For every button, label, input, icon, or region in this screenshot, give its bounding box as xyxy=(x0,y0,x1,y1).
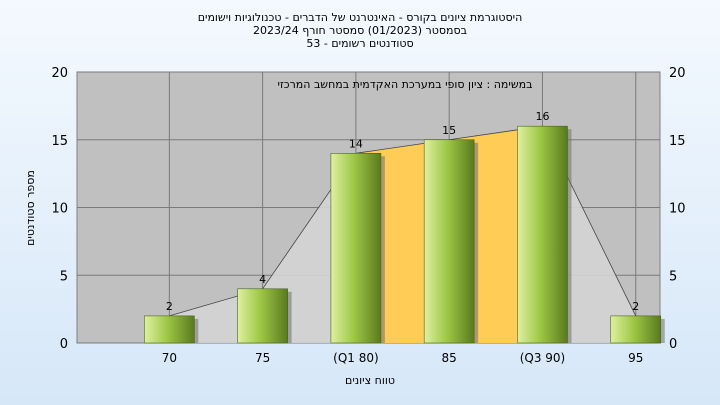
y-tick-label-left: 5 xyxy=(60,269,68,284)
y-tick-label-left: 0 xyxy=(60,337,68,352)
y-tick-label-left: 20 xyxy=(51,66,68,81)
y-tick-label-left: 10 xyxy=(51,202,68,217)
y-tick-label-right: 20 xyxy=(669,66,686,81)
y-tick-label-right: 15 xyxy=(669,134,686,149)
bar-value-label: 14 xyxy=(349,137,363,150)
bar-value-label: 16 xyxy=(535,110,549,123)
registered-students: סטודנטים רשומים - 53 xyxy=(306,37,414,50)
y-tick-label-left: 15 xyxy=(51,134,68,149)
bar xyxy=(144,315,195,344)
x-tick-label: 70 xyxy=(162,351,177,365)
y-tick-label-right: 0 xyxy=(669,337,677,352)
chart-subtitle: בסמסטר (01/2023) סמסטר חורף 2023/24 xyxy=(253,24,467,37)
x-tick-label: 85 xyxy=(442,351,457,365)
x-axis-label: טווח ציונים xyxy=(345,374,395,387)
bar xyxy=(610,315,662,344)
bar-value-label: 2 xyxy=(632,300,639,313)
x-tick-label: 75 xyxy=(255,351,270,365)
bar-value-label: 2 xyxy=(166,300,173,313)
bar-value-label: 4 xyxy=(259,273,266,286)
bar-value-label: 15 xyxy=(442,124,456,137)
bar xyxy=(330,153,382,344)
y-tick-label-right: 10 xyxy=(669,202,686,217)
chart-annotation: במשימה : ציון סופי במערכת האקדמית במחשב … xyxy=(278,78,533,91)
y-tick-label-right: 5 xyxy=(669,269,677,284)
bar xyxy=(237,288,288,344)
bar xyxy=(423,139,475,344)
x-tick-label: (Q1 80) xyxy=(333,351,379,365)
x-tick-label: (Q3 90) xyxy=(520,351,566,365)
chart-title: היסטוגרמת ציונים בקורס - האינטרנט של הדב… xyxy=(197,11,523,24)
bar xyxy=(517,125,568,344)
x-tick-label: 95 xyxy=(628,351,643,365)
y-axis-label: מספר סטודנטים xyxy=(24,170,37,246)
